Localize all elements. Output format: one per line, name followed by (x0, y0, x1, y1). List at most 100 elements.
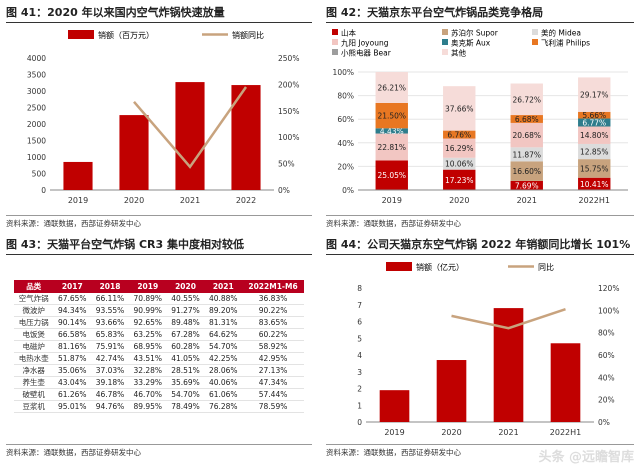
table-header-cell: 2017 (53, 280, 92, 293)
fig42-xtick-2021: 2021 (517, 196, 537, 205)
fig41-xtick-2021: 2021 (180, 196, 200, 205)
fig42-segment-2022H1-2 (578, 143, 611, 160)
table-row: 净水器 35.06% 37.03% 32.28% 28.51% 28.06% 27.13% (14, 364, 304, 377)
table-cell: 39.18% (91, 376, 129, 389)
fig42-segment-2020-0 (443, 169, 476, 190)
table-cell: 67.28% (166, 328, 205, 341)
fig42-source: 资料来源：通联数据，西部证券研发中心 (326, 219, 461, 228)
fig42-legend-label-7: 其他 (451, 48, 466, 58)
table-row: 电磁炉 81.16% 75.91% 68.95% 60.28% 54.70% 58.92% (14, 340, 304, 353)
fig44-ytick-left: 4 (357, 351, 362, 360)
table-row: 微波炉 94.34% 93.55% 90.99% 91.27% 89.20% 90.22% (14, 304, 304, 317)
fig42-segment-2021-5 (510, 115, 543, 123)
fig44-bar-2020 (436, 360, 467, 422)
fig44-yoy-line (451, 308, 566, 330)
fig42-label-2021-5: 6.68% (515, 115, 539, 124)
table-cell: 36.83% (242, 293, 304, 305)
fig41-bar-2019 (63, 161, 93, 190)
table-header-cell: 2022M1-M6 (242, 280, 304, 293)
fig41-ytick-right: 0% (278, 186, 290, 195)
table-cell: 27.13% (242, 364, 304, 377)
fig41-ytick-right: 50% (278, 160, 295, 169)
table-row-label: 电压力锅 (14, 316, 54, 329)
table-cell: 89.48% (166, 316, 205, 329)
fig41-ytick-left: 3500 (27, 71, 46, 80)
fig42-segment-2019-4 (375, 128, 408, 134)
fig42-label-2022H1-4: 6.77% (582, 119, 606, 128)
table-cell: 81.31% (204, 316, 243, 329)
table-header-cell: 2018 (91, 280, 129, 293)
fig41-ytick-left: 1000 (27, 153, 46, 162)
fig42-label-2022H1-2: 12.85% (580, 148, 609, 157)
fig42-label-2020-5: 6.76% (447, 131, 471, 140)
fig42-segment-2020-3 (443, 138, 476, 158)
fig42-segment-2021-2 (510, 147, 543, 162)
table-cell: 51.87% (53, 352, 92, 365)
fig44-bar-2022H1 (550, 343, 581, 422)
fig42-segment-2019-3 (375, 133, 408, 161)
fig41-xtick-2022: 2022 (236, 196, 256, 205)
table-cell: 67.65% (53, 293, 92, 305)
fig41-yoy-line (133, 86, 248, 169)
fig43-title: 图 43：天猫平台空气炸锅 CR3 集中度相对较低 (6, 238, 244, 251)
fig42-label-2020-3: 16.29% (445, 144, 474, 153)
fig42-segment-2019-7 (375, 72, 408, 103)
fig44-ytick-right: 60% (598, 351, 615, 360)
fig43-title-rule (6, 254, 312, 255)
table-row: 电压力锅 90.14% 93.66% 92.65% 89.48% 81.31% 83.65% (14, 316, 304, 329)
fig41-source-rule (6, 215, 312, 216)
fig41-ytick-left: 500 (32, 170, 47, 179)
fig42-ytick: 40% (337, 139, 354, 148)
table-row-label: 空气炸锅 (14, 293, 54, 305)
fig44-ytick-left: 8 (357, 284, 362, 293)
fig41-ytick-left: 2000 (27, 120, 46, 129)
fig42-title-rule (326, 22, 634, 23)
fig41-ytick-right: 250% (278, 54, 299, 63)
table-cell: 78.59% (242, 400, 304, 413)
fig44-source-rule (326, 444, 634, 445)
fig42-label-2020-2: 10.06% (445, 160, 474, 169)
fig42-segment-2022H1-1 (578, 159, 611, 178)
table-cell: 35.06% (53, 364, 92, 377)
fig44-ytick-right: 20% (598, 396, 615, 405)
table-cell: 58.92% (242, 340, 304, 353)
table-cell: 93.66% (91, 316, 129, 329)
table-cell: 43.51% (128, 352, 167, 365)
fig41-ytick-left: 1500 (27, 137, 46, 146)
fig41-legend-label-bar: 销额（百万元） (98, 30, 154, 40)
table-header-cell: 2020 (166, 280, 205, 293)
watermark: 头条 @远瞻智库 (538, 450, 634, 465)
fig41-ytick-left: 3000 (27, 87, 46, 96)
table-cell: 60.28% (166, 340, 205, 353)
fig42-xtick-2022H1: 2022H1 (579, 196, 610, 205)
fig42-segment-2021-0 (510, 180, 543, 190)
table-cell: 89.95% (128, 400, 167, 413)
table-row-label: 豆浆机 (14, 400, 54, 413)
fig41-ytick-left: 0 (41, 186, 46, 195)
table-cell: 94.76% (91, 400, 129, 413)
fig42-segment-2022H1-0 (578, 177, 611, 190)
fig42-label-2021-0: 7.69% (515, 181, 539, 190)
fig42-label-2021-1: 16.60% (512, 167, 541, 176)
table-cell: 63.25% (128, 328, 167, 341)
fig44-legend-label-bar: 销额（亿元） (416, 262, 464, 272)
fig42-label-2021-2: 11.87% (512, 150, 541, 159)
table-cell: 90.14% (53, 316, 92, 329)
fig42-segment-2021-3 (510, 122, 543, 148)
fig42-legend-swatch-0 (332, 29, 338, 35)
table-cell: 75.91% (91, 340, 129, 353)
fig42-legend-label-0: 山本 (341, 28, 356, 38)
fig42-xtick-2019: 2019 (382, 196, 402, 205)
fig42-title: 图 42：天猫京东平台空气炸锅品类竞争格局 (326, 6, 544, 19)
table-row: 电热水壶 51.87% 42.74% 43.51% 41.05% 42.25% 42.95% (14, 352, 304, 365)
fig41-legend-swatch-bar (68, 30, 94, 39)
table-row-label: 养生壶 (14, 376, 54, 389)
fig44-chart: 销额（亿元） 同比0123456780%20%40%60%80%100%120%2… (357, 262, 619, 437)
fig44-ytick-left: 6 (357, 318, 362, 327)
table-cell: 76.28% (204, 400, 243, 413)
fig41-ytick-right: 150% (278, 107, 299, 116)
fig42-ytick: 80% (337, 92, 354, 101)
table-cell: 47.34% (242, 376, 304, 389)
fig42-segment-2022H1-3 (578, 126, 611, 144)
fig42-label-2019-4: 4.43% (380, 127, 404, 136)
